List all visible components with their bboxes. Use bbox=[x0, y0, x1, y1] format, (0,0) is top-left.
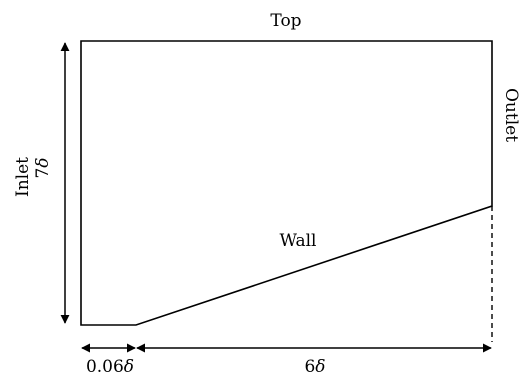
wall-length-coefficient: 6 bbox=[304, 357, 315, 377]
inlet-label: Inlet bbox=[13, 157, 33, 197]
wall-label: Wall bbox=[279, 231, 316, 251]
inlet-length-coefficient: 0.06 bbox=[86, 357, 124, 377]
top-label: Top bbox=[270, 11, 301, 31]
domain-boundary bbox=[80, 40, 493, 326]
height-delta-symbol: δ bbox=[33, 157, 53, 167]
height-dimension-label: 7δ bbox=[33, 157, 53, 178]
inlet-length-dimension-label: 0.06δ bbox=[86, 357, 134, 377]
inlet-length-delta-symbol: δ bbox=[124, 357, 134, 377]
outlet-label: Outlet bbox=[501, 88, 521, 142]
wall-length-delta-symbol: δ bbox=[315, 357, 325, 377]
height-coefficient: 7 bbox=[33, 168, 53, 179]
wall-length-dimension-label: 6δ bbox=[304, 357, 325, 377]
